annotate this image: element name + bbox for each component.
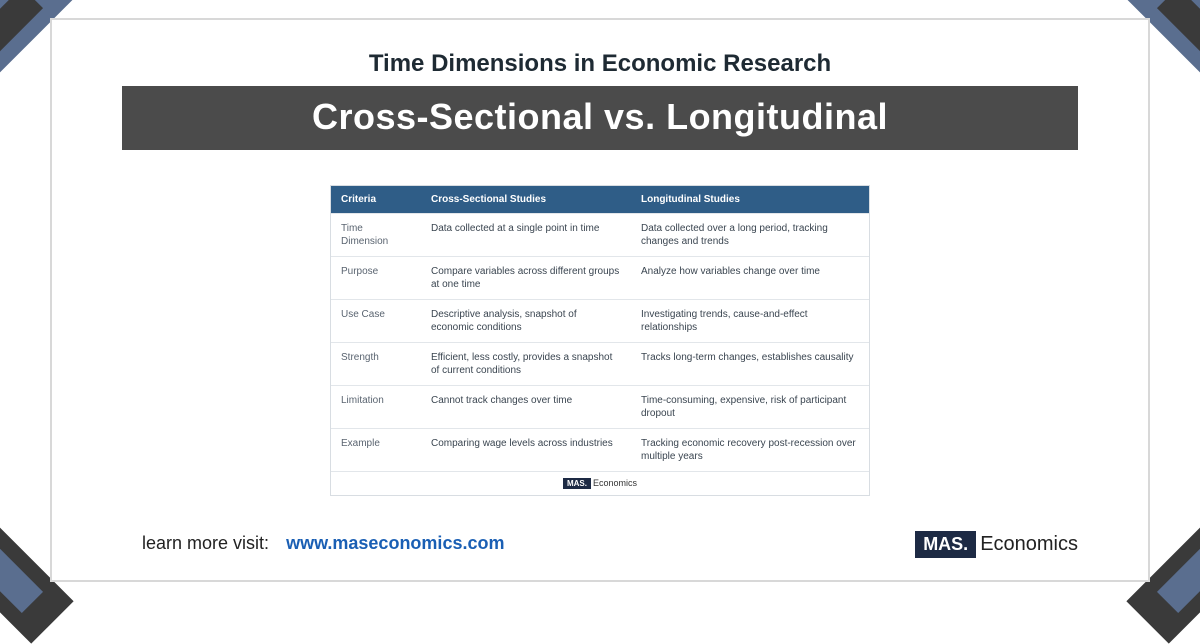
cell-longitudinal: Tracking economic recovery post-recessio…	[631, 429, 869, 472]
comparison-table: Criteria Cross-Sectional Studies Longitu…	[330, 185, 870, 496]
cell-cross-sectional: Comparing wage levels across industries	[421, 429, 631, 472]
table-row: Purpose Compare variables across differe…	[331, 257, 869, 300]
row-label: Example	[331, 429, 421, 472]
cell-longitudinal: Data collected over a long period, track…	[631, 214, 869, 257]
cell-longitudinal: Tracks long-term changes, establishes ca…	[631, 343, 869, 386]
cell-longitudinal: Time-consuming, expensive, risk of parti…	[631, 386, 869, 429]
content-frame: Time Dimensions in Economic Research Cro…	[50, 18, 1150, 582]
column-header-longitudinal: Longitudinal Studies	[631, 186, 869, 214]
cell-cross-sectional: Efficient, less costly, provides a snaps…	[421, 343, 631, 386]
brand-logo: MAS.Economics	[915, 531, 1078, 558]
table-footer-logo: MAS.Economics	[331, 471, 869, 495]
supertitle: Time Dimensions in Economic Research	[52, 50, 1148, 78]
row-label: Purpose	[331, 257, 421, 300]
footer-prompt: learn more visit:	[142, 533, 269, 553]
footer-url[interactable]: www.maseconomics.com	[286, 533, 504, 553]
column-header-criteria: Criteria	[331, 186, 421, 214]
cell-cross-sectional: Descriptive analysis, snapshot of econom…	[421, 300, 631, 343]
table-row: Strength Efficient, less costly, provide…	[331, 343, 869, 386]
table-header-row: Criteria Cross-Sectional Studies Longitu…	[331, 186, 869, 214]
mini-logo-text: Economics	[593, 478, 637, 488]
main-title: Cross-Sectional vs. Longitudinal	[122, 86, 1078, 150]
cell-cross-sectional: Cannot track changes over time	[421, 386, 631, 429]
row-label: Limitation	[331, 386, 421, 429]
table-row: Example Comparing wage levels across ind…	[331, 429, 869, 472]
cell-longitudinal: Analyze how variables change over time	[631, 257, 869, 300]
row-label: Use Case	[331, 300, 421, 343]
cell-longitudinal: Investigating trends, cause-and-effect r…	[631, 300, 869, 343]
table-row: Time Dimension Data collected at a singl…	[331, 214, 869, 257]
row-label: Time Dimension	[331, 214, 421, 257]
row-label: Strength	[331, 343, 421, 386]
column-header-cross-sectional: Cross-Sectional Studies	[421, 186, 631, 214]
footer-cta: learn more visit: www.maseconomics.com	[142, 533, 504, 554]
logo-text: Economics	[980, 533, 1078, 555]
cell-cross-sectional: Compare variables across different group…	[421, 257, 631, 300]
table-row: Limitation Cannot track changes over tim…	[331, 386, 869, 429]
cell-cross-sectional: Data collected at a single point in time	[421, 214, 631, 257]
mini-logo-box: MAS.	[563, 478, 591, 489]
table-row: Use Case Descriptive analysis, snapshot …	[331, 300, 869, 343]
logo-box: MAS.	[915, 531, 976, 558]
